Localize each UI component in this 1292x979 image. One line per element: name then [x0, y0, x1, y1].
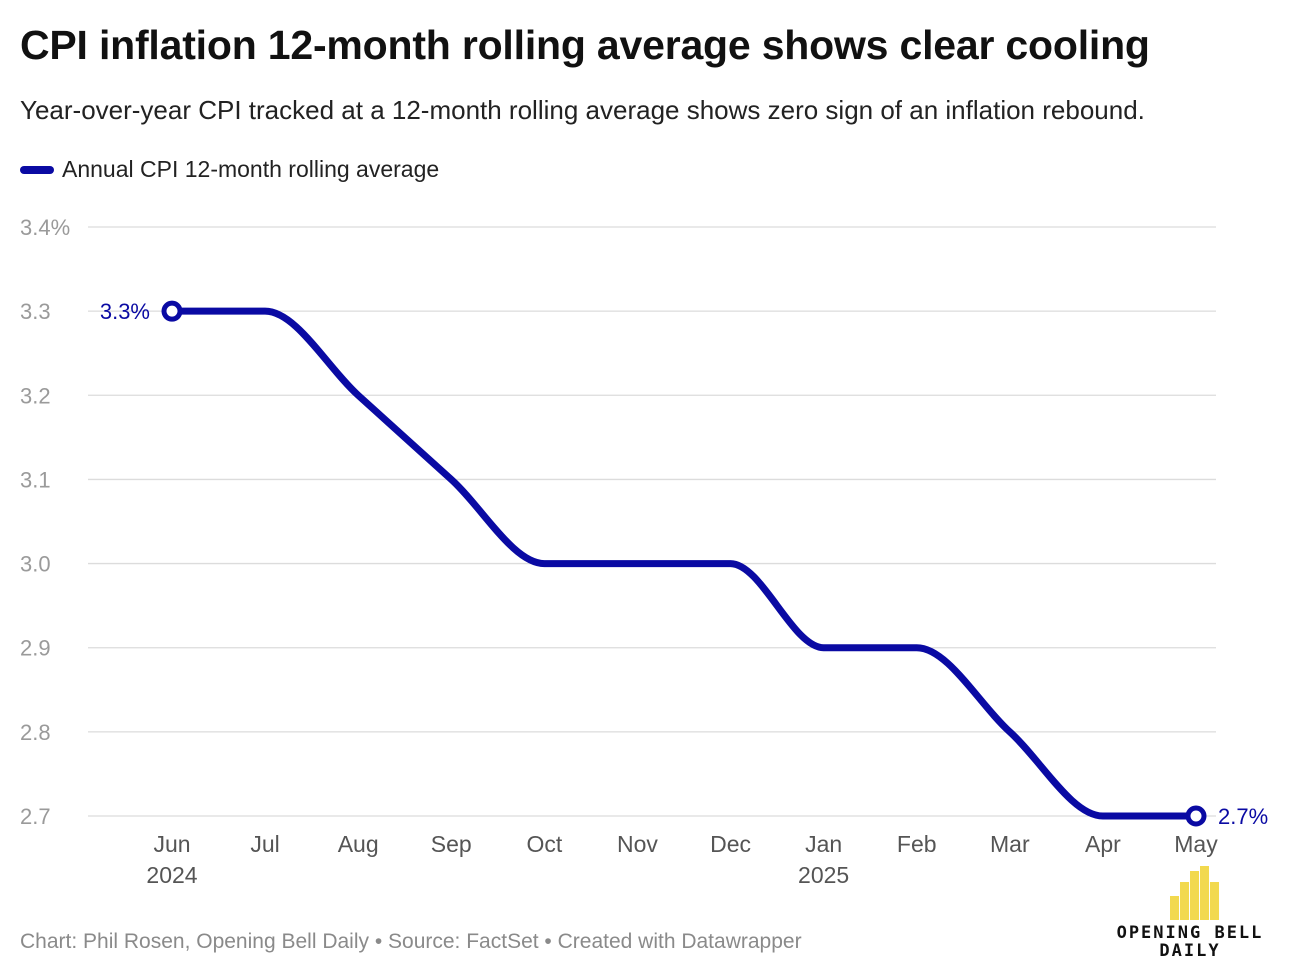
x-tick-year-label: 2024	[146, 862, 197, 888]
legend: Annual CPI 12-month rolling average	[20, 156, 439, 183]
logo-bar	[1180, 882, 1189, 920]
x-tick-year-label: 2025	[798, 862, 849, 888]
y-tick-label: 2.8	[20, 720, 51, 745]
logo-text-line1: OPENING BELL	[1116, 923, 1264, 943]
chart-credit: Chart: Phil Rosen, Opening Bell Daily • …	[20, 930, 802, 953]
y-tick-label: 3.1	[20, 467, 51, 492]
y-tick-label: 3.3	[20, 299, 51, 324]
x-tick-label: Aug	[338, 831, 379, 857]
x-tick-label: Apr	[1085, 831, 1121, 857]
legend-swatch	[20, 165, 54, 174]
logo-bar	[1200, 866, 1209, 920]
x-tick-label: Dec	[710, 831, 751, 857]
data-label: 3.3%	[100, 299, 150, 324]
x-tick-label: Nov	[617, 831, 658, 857]
y-tick-label: 3.0	[20, 552, 51, 577]
endpoint-marker	[1185, 805, 1207, 827]
y-tick-label: 3.4%	[20, 215, 70, 240]
chart-subtitle: Year-over-year CPI tracked at a 12-month…	[20, 95, 1145, 125]
endpoint-marker	[161, 300, 183, 322]
logo-bar	[1170, 896, 1179, 920]
x-tick-label: Oct	[526, 831, 562, 857]
x-tick-label: Mar	[990, 831, 1030, 857]
y-tick-label: 2.7	[20, 804, 51, 829]
chart-title: CPI inflation 12-month rolling average s…	[20, 22, 1150, 68]
opening-bell-logo: OPENING BELL DAILY	[1100, 866, 1280, 966]
logo-bars-icon	[1170, 866, 1220, 920]
x-tick-label: Jan	[805, 831, 842, 857]
x-tick-label: May	[1174, 831, 1218, 857]
x-tick-label: Jun	[153, 831, 190, 857]
y-tick-label: 2.9	[20, 636, 51, 661]
x-tick-label: Feb	[897, 831, 937, 857]
series-line	[168, 307, 1200, 820]
logo-text-line2: DAILY	[1159, 941, 1221, 961]
x-tick-label: Sep	[431, 831, 472, 857]
data-label: 2.7%	[1218, 804, 1268, 829]
logo-bar	[1210, 882, 1219, 920]
y-tick-label: 3.2	[20, 383, 51, 408]
x-tick-label: Jul	[250, 831, 279, 857]
logo-bar	[1190, 871, 1199, 920]
legend-label: Annual CPI 12-month rolling average	[62, 156, 440, 182]
